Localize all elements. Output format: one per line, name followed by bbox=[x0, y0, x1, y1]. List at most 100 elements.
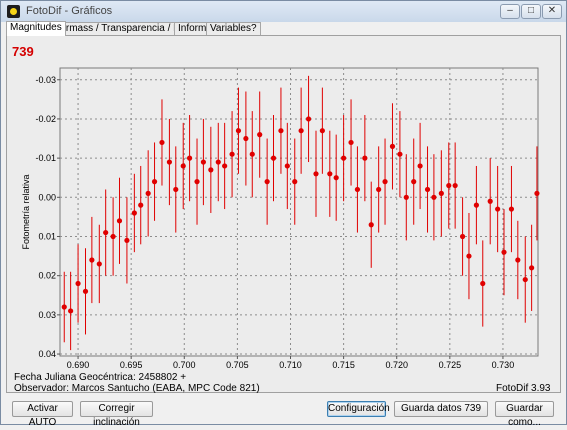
maximize-button[interactable]: □ bbox=[521, 4, 541, 19]
data-point bbox=[208, 167, 214, 173]
data-point bbox=[529, 265, 535, 271]
data-point bbox=[438, 190, 444, 196]
data-point bbox=[166, 159, 173, 165]
data-point bbox=[487, 198, 493, 204]
data-point bbox=[116, 218, 123, 224]
data-point bbox=[446, 182, 452, 189]
data-point bbox=[534, 190, 540, 196]
y-tick-labels: -0.03 -0.02 -0.01 0.00 0.01 0.02 0.03 0.04 bbox=[35, 75, 56, 359]
data-point bbox=[292, 179, 298, 185]
y-tick-label: 0.03 bbox=[38, 310, 56, 320]
data-point bbox=[327, 171, 333, 177]
window-title: FotoDif - Gráficos bbox=[26, 5, 113, 17]
data-point bbox=[68, 308, 74, 314]
data-point bbox=[284, 163, 290, 169]
data-point bbox=[257, 132, 263, 138]
data-point bbox=[75, 280, 81, 287]
julian-date-label: Fecha Juliana Geocéntrica: 2458802 + bbox=[14, 372, 187, 383]
data-point bbox=[229, 151, 235, 157]
x-tick-label: 0.700 bbox=[173, 360, 196, 370]
data-point bbox=[278, 128, 284, 134]
data-point bbox=[249, 151, 255, 157]
data-point bbox=[362, 155, 368, 161]
data-point bbox=[145, 190, 151, 196]
data-point bbox=[431, 194, 437, 200]
guarda-datos-button[interactable]: Guarda datos 739 bbox=[394, 401, 488, 417]
observer-label: Observador: Marcos Santucho (EABA, MPC C… bbox=[14, 383, 260, 394]
data-point bbox=[194, 179, 200, 185]
data-point bbox=[466, 253, 472, 259]
data-point bbox=[522, 276, 528, 283]
app-icon bbox=[7, 5, 20, 18]
y-tick-label: -0.02 bbox=[35, 114, 56, 124]
data-point bbox=[298, 128, 304, 134]
y-tick-label: 0.01 bbox=[38, 231, 56, 241]
data-point bbox=[480, 280, 486, 287]
close-button[interactable]: ✕ bbox=[542, 4, 562, 19]
plot-area bbox=[59, 67, 539, 357]
maximize-icon: □ bbox=[527, 5, 535, 16]
data-point bbox=[424, 186, 431, 193]
data-points bbox=[61, 116, 540, 314]
version-label: FotoDif 3.93 bbox=[496, 383, 551, 394]
data-point bbox=[82, 288, 89, 294]
y-tick-label: 0.04 bbox=[38, 349, 56, 359]
y-tick-label: -0.01 bbox=[35, 153, 56, 163]
star-id: 739 bbox=[12, 44, 34, 59]
minimize-button[interactable]: – bbox=[500, 4, 520, 19]
data-point bbox=[417, 163, 423, 169]
data-point bbox=[159, 139, 165, 146]
x-tick-label: 0.730 bbox=[492, 360, 515, 370]
data-point bbox=[138, 202, 144, 208]
x-tick-label: 0.705 bbox=[226, 360, 249, 370]
tab-magnitudes[interactable]: Magnitudes bbox=[6, 21, 66, 36]
y-tick-label: 0.02 bbox=[38, 271, 56, 281]
x-tick-labels: 0.690 0.695 0.700 0.705 0.710 0.715 0.720 0.725… bbox=[67, 360, 514, 370]
x-tick-label: 0.695 bbox=[120, 360, 143, 370]
data-point bbox=[459, 233, 466, 240]
title-bar: FotoDif - Gráficos – □ ✕ bbox=[1, 1, 566, 22]
data-point bbox=[89, 257, 95, 263]
data-point bbox=[333, 175, 339, 181]
minimize-icon: – bbox=[507, 5, 513, 16]
data-point bbox=[61, 304, 67, 310]
data-point bbox=[341, 155, 347, 161]
data-point bbox=[131, 210, 137, 216]
data-point bbox=[110, 233, 116, 240]
data-point bbox=[382, 179, 388, 185]
data-point bbox=[354, 186, 361, 193]
data-point bbox=[173, 186, 179, 193]
data-point bbox=[508, 206, 515, 212]
x-tick-label: 0.715 bbox=[332, 360, 355, 370]
data-point bbox=[305, 116, 312, 122]
corregir-inclinacion-button[interactable]: Corregir inclinación bbox=[80, 401, 153, 428]
data-point bbox=[389, 143, 396, 149]
data-point bbox=[368, 222, 374, 228]
data-point bbox=[313, 171, 319, 177]
data-point bbox=[376, 186, 382, 193]
activar-auto-button[interactable]: Activar AUTO bbox=[12, 401, 73, 428]
tab-variables[interactable]: Variables? bbox=[206, 22, 261, 35]
data-point bbox=[515, 257, 521, 263]
x-tick-label: 0.710 bbox=[279, 360, 302, 370]
data-point bbox=[180, 163, 186, 169]
data-point bbox=[403, 194, 409, 200]
y-axis-label: Fotometría relativa bbox=[21, 174, 31, 249]
data-point bbox=[96, 261, 102, 267]
configuracion-button[interactable]: Configuración bbox=[327, 401, 390, 417]
guardar-como-button[interactable]: Guardar como... bbox=[495, 401, 554, 428]
data-point bbox=[397, 151, 403, 157]
data-point bbox=[270, 155, 277, 161]
data-point bbox=[151, 179, 158, 185]
data-point bbox=[452, 182, 458, 189]
data-point bbox=[200, 159, 206, 165]
data-point bbox=[501, 249, 507, 255]
data-point bbox=[473, 202, 479, 208]
data-point bbox=[222, 163, 228, 169]
x-tick-label: 0.725 bbox=[439, 360, 462, 370]
x-tick-label: 0.690 bbox=[67, 360, 90, 370]
close-icon: ✕ bbox=[547, 5, 557, 16]
data-point bbox=[124, 237, 130, 244]
